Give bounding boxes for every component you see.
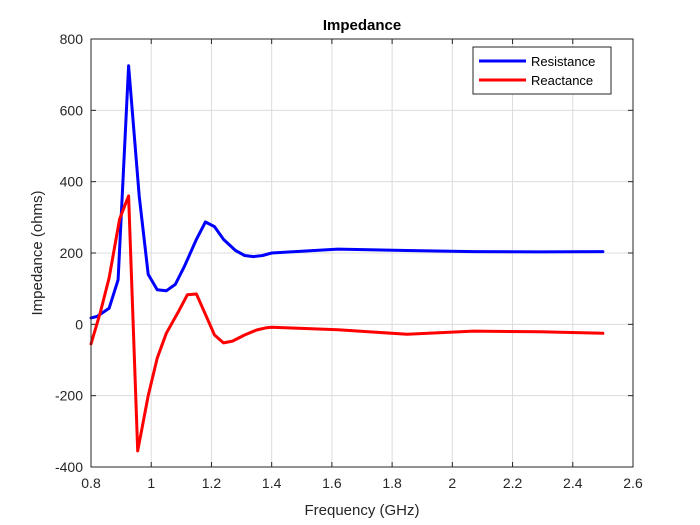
x-tick-label: 2.2 [503, 475, 523, 491]
legend-box [472, 46, 612, 95]
series-lines [89, 64, 605, 453]
x-tick-label: 2.4 [563, 475, 583, 491]
series-line-reactance [89, 194, 605, 453]
y-tick-label: -400 [55, 459, 83, 475]
y-tick-label: 400 [60, 174, 84, 190]
y-tick-label: 200 [60, 245, 84, 261]
y-tick-label: 0 [75, 316, 83, 332]
y-axis-label: Impedance (ohms) [29, 190, 46, 315]
legend-label-reactance: Reactance [531, 73, 593, 88]
x-tick-label: 1.6 [322, 475, 342, 491]
x-axis-label: Frequency (GHz) [304, 502, 419, 519]
y-tick-label: 600 [60, 102, 84, 118]
legend: Resistance Reactance [472, 46, 612, 95]
x-tick-label: 1.8 [382, 475, 402, 491]
legend-label-resistance: Resistance [531, 54, 595, 69]
series-line-resistance [89, 64, 605, 320]
plot-frame [90, 38, 634, 468]
x-tick-label: 2.6 [623, 475, 643, 491]
y-tick-label: -200 [55, 388, 83, 404]
chart-title: Impedance [323, 17, 401, 34]
x-tick-label: 1.4 [262, 475, 282, 491]
x-tick-label: 1.2 [202, 475, 222, 491]
x-tick-label: 2 [448, 475, 456, 491]
y-tick-label: 800 [60, 31, 84, 47]
x-tick-label: 1 [147, 475, 155, 491]
x-tick-label: 0.8 [81, 475, 101, 491]
